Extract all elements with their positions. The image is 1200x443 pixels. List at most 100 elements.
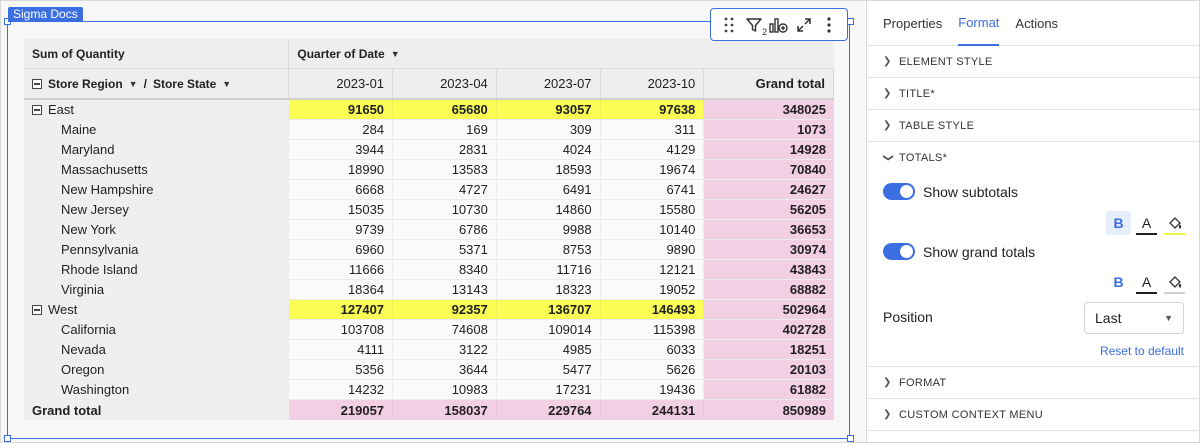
value-cell[interactable]: 14860: [496, 200, 601, 219]
grand-total-cell[interactable]: 229764: [496, 400, 601, 420]
value-cell[interactable]: 10730: [393, 200, 497, 219]
value-cell[interactable]: 115398: [600, 320, 705, 339]
group-label-cell[interactable]: West: [24, 300, 290, 319]
value-cell[interactable]: 13583: [393, 160, 497, 179]
row-label-cell[interactable]: Maryland: [24, 140, 290, 159]
value-cell[interactable]: 6491: [496, 180, 601, 199]
subtotal-cell[interactable]: 91650: [289, 100, 394, 119]
value-cell[interactable]: 5626: [600, 360, 705, 379]
value-cell[interactable]: 103708: [289, 320, 394, 339]
value-cell[interactable]: 15035: [289, 200, 394, 219]
grand-total-row-label[interactable]: Grand total: [24, 400, 290, 420]
row-grand-total-cell[interactable]: 24627: [704, 180, 835, 199]
value-cell[interactable]: 5477: [496, 360, 601, 379]
row-label-cell[interactable]: California: [24, 320, 290, 339]
value-cell[interactable]: 18323: [496, 280, 601, 299]
value-cell[interactable]: 4129: [600, 140, 705, 159]
row-label-cell[interactable]: Rhode Island: [24, 260, 290, 279]
value-cell[interactable]: 2831: [393, 140, 497, 159]
value-cell[interactable]: 4727: [393, 180, 497, 199]
tab-actions[interactable]: Actions: [1015, 15, 1059, 31]
row-label-cell[interactable]: New Jersey: [24, 200, 290, 219]
row-grand-total-cell[interactable]: 68882: [704, 280, 835, 299]
show-grand-totals-toggle[interactable]: [883, 243, 915, 260]
value-cell[interactable]: 6741: [600, 180, 705, 199]
value-cell[interactable]: 4985: [496, 340, 601, 359]
value-cell[interactable]: 4111: [289, 340, 394, 359]
grand-grand-total-cell[interactable]: 850989: [704, 400, 834, 420]
value-header[interactable]: Sum of Quantity: [24, 39, 290, 68]
pivot-table[interactable]: Sum of Quantity Quarter of Date ▼ Store …: [24, 39, 835, 420]
value-cell[interactable]: 4024: [496, 140, 601, 159]
value-cell[interactable]: 5356: [289, 360, 394, 379]
row-label-cell[interactable]: Washington: [24, 380, 290, 399]
row-label-cell[interactable]: Virginia: [24, 280, 290, 299]
value-cell[interactable]: 14232: [289, 380, 394, 399]
drag-handle-icon[interactable]: [717, 13, 741, 37]
row-grand-total-cell[interactable]: 1073: [704, 120, 835, 139]
subtotal-cell[interactable]: 65680: [393, 100, 497, 119]
row-label-cell[interactable]: New York: [24, 220, 290, 239]
group-grand-total-cell[interactable]: 348025: [704, 100, 834, 119]
row-grand-total-cell[interactable]: 36653: [704, 220, 835, 239]
fill-color-button[interactable]: [1162, 211, 1187, 235]
resize-handle[interactable]: [4, 435, 11, 442]
value-cell[interactable]: 11716: [496, 260, 601, 279]
value-cell[interactable]: 18990: [289, 160, 394, 179]
section-totals-header[interactable]: ❯ TOTALS*: [867, 142, 1200, 174]
subtotal-cell[interactable]: 93057: [496, 100, 601, 119]
value-cell[interactable]: 9890: [600, 240, 705, 259]
show-subtotals-toggle[interactable]: [883, 183, 915, 200]
value-cell[interactable]: 15580: [600, 200, 705, 219]
subtotal-cell[interactable]: 92357: [393, 300, 497, 319]
group-grand-total-cell[interactable]: 502964: [704, 300, 834, 319]
section-title[interactable]: ❯ TITLE*: [867, 78, 1199, 110]
row-label-cell[interactable]: Maine: [24, 120, 290, 139]
more-icon[interactable]: [817, 13, 841, 37]
row-label-cell[interactable]: Pennsylvania: [24, 240, 290, 259]
value-cell[interactable]: 8753: [496, 240, 601, 259]
value-cell[interactable]: 19674: [600, 160, 705, 179]
column-header[interactable]: Quarter of Date ▼: [289, 39, 834, 68]
value-cell[interactable]: 18364: [289, 280, 394, 299]
reset-to-default-link[interactable]: Reset to default: [1099, 344, 1184, 358]
row-grand-total-cell[interactable]: 20103: [704, 360, 835, 379]
value-cell[interactable]: 74608: [393, 320, 497, 339]
fill-color-button[interactable]: [1162, 270, 1187, 294]
value-cell[interactable]: 3644: [393, 360, 497, 379]
value-cell[interactable]: 6786: [393, 220, 497, 239]
value-cell[interactable]: 6960: [289, 240, 394, 259]
section-format[interactable]: ❯ FORMAT: [867, 367, 1200, 399]
section-table-style[interactable]: ❯ TABLE STYLE: [867, 110, 1199, 142]
value-cell[interactable]: 19436: [600, 380, 705, 399]
expand-icon[interactable]: [792, 13, 816, 37]
column-label[interactable]: 2023-10: [600, 69, 705, 98]
add-chart-icon[interactable]: [767, 13, 791, 37]
chevron-down-icon[interactable]: ▼: [222, 78, 232, 89]
section-element-style[interactable]: ❯ ELEMENT STYLE: [867, 46, 1199, 78]
row-grand-total-cell[interactable]: 18251: [704, 340, 835, 359]
row-grand-total-cell[interactable]: 14928: [704, 140, 835, 159]
grand-total-cell[interactable]: 219057: [289, 400, 394, 420]
row-grand-total-cell[interactable]: 61882: [704, 380, 835, 399]
resize-handle[interactable]: [847, 435, 854, 442]
value-cell[interactable]: 18593: [496, 160, 601, 179]
column-label[interactable]: 2023-01: [289, 69, 394, 98]
value-cell[interactable]: 9988: [496, 220, 601, 239]
row-label-cell[interactable]: Massachusetts: [24, 160, 290, 179]
row-label-cell[interactable]: Nevada: [24, 340, 290, 359]
value-cell[interactable]: 10983: [393, 380, 497, 399]
column-label[interactable]: 2023-04: [393, 69, 497, 98]
value-cell[interactable]: 9739: [289, 220, 394, 239]
value-cell[interactable]: 13143: [393, 280, 497, 299]
chevron-down-icon[interactable]: ▼: [128, 78, 138, 89]
value-cell[interactable]: 5371: [393, 240, 497, 259]
value-cell[interactable]: 3944: [289, 140, 394, 159]
grand-total-column-label[interactable]: Grand total: [704, 69, 834, 98]
grand-total-cell[interactable]: 158037: [393, 400, 497, 420]
row-grand-total-cell[interactable]: 56205: [704, 200, 835, 219]
value-cell[interactable]: 6668: [289, 180, 394, 199]
chevron-down-icon[interactable]: ▼: [390, 48, 400, 59]
row-grand-total-cell[interactable]: 30974: [704, 240, 835, 259]
row-label-cell[interactable]: New Hampshire: [24, 180, 290, 199]
